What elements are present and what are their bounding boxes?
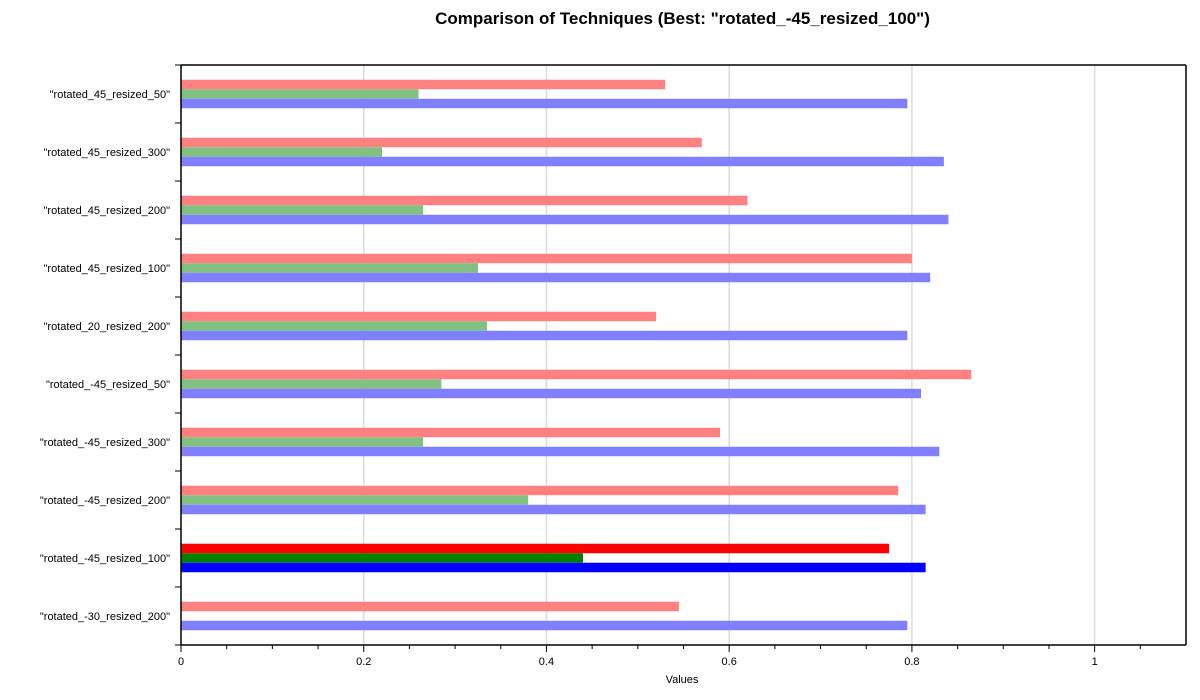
bar xyxy=(181,98,908,109)
bar xyxy=(181,446,940,457)
category-label: "rotated_-30_resized_200" xyxy=(40,611,170,623)
bar xyxy=(181,263,478,273)
chart-title: Comparison of Techniques (Best: "rotated… xyxy=(435,9,930,28)
category-label: "rotated_-45_resized_100" xyxy=(40,553,170,565)
category-label: "rotated_-45_resized_50" xyxy=(46,379,170,391)
category-label: "rotated_45_resized_200" xyxy=(44,205,171,217)
bar xyxy=(181,369,972,380)
bar xyxy=(181,620,908,631)
bar xyxy=(181,321,488,331)
bars xyxy=(181,79,972,631)
bar xyxy=(181,272,931,283)
x-tick-label: 0.4 xyxy=(539,656,554,668)
bar xyxy=(181,156,944,167)
bar xyxy=(181,388,922,399)
bar xyxy=(181,79,666,90)
bar xyxy=(181,379,442,389)
bar xyxy=(181,205,424,215)
x-axis-title: Values xyxy=(666,674,699,686)
x-tick-label: 0 xyxy=(178,656,184,668)
bar xyxy=(181,89,419,99)
bar xyxy=(181,253,912,264)
bar xyxy=(181,485,899,496)
bar xyxy=(181,553,583,563)
bar xyxy=(181,601,679,612)
category-label: "rotated_-45_resized_300" xyxy=(40,437,170,449)
x-tick-label: 0.8 xyxy=(904,656,919,668)
bar xyxy=(181,214,949,225)
x-tick-label: 1 xyxy=(1092,656,1098,668)
y-categories: "rotated_45_resized_50" "rotated_45_resiz… xyxy=(40,64,181,646)
category-label: "rotated_20_resized_200" xyxy=(44,321,171,333)
x-ticks: 0 0.2 0.4 0.6 0.8 1 xyxy=(178,645,1141,668)
category-label: "rotated_45_resized_50" xyxy=(50,89,170,101)
category-label: "rotated_45_resized_300" xyxy=(44,147,171,159)
bar xyxy=(181,147,382,157)
x-tick-label: 0.6 xyxy=(722,656,737,668)
bar xyxy=(181,495,529,505)
x-tick-label: 0.2 xyxy=(356,656,371,668)
bar xyxy=(181,195,748,206)
bar xyxy=(181,137,702,148)
category-label: "rotated_45_resized_100" xyxy=(44,263,171,275)
category-label: "rotated_-45_resized_200" xyxy=(40,495,170,507)
bar xyxy=(181,437,424,447)
bar xyxy=(181,311,657,322)
bar xyxy=(181,543,890,554)
bar xyxy=(181,427,721,438)
bar xyxy=(181,504,926,515)
bar xyxy=(181,562,926,573)
bar xyxy=(181,330,908,341)
